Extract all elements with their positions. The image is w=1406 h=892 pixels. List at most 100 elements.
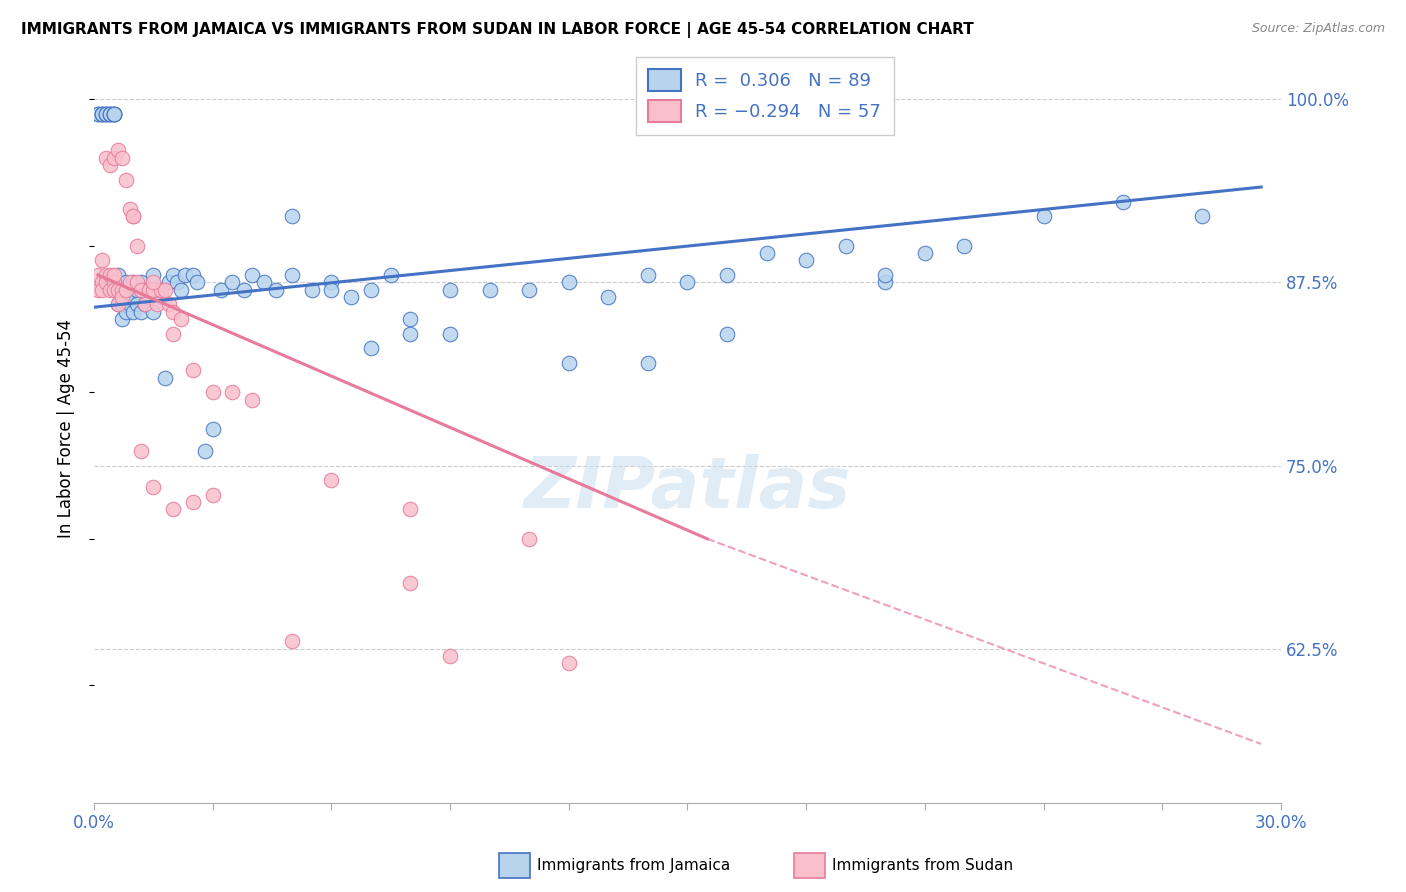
Point <box>233 283 256 297</box>
Point <box>281 634 304 648</box>
Point <box>103 275 125 289</box>
Point <box>914 246 936 260</box>
Point <box>127 283 149 297</box>
Point <box>146 297 169 311</box>
Point <box>90 107 112 121</box>
Point <box>360 341 382 355</box>
Point <box>94 107 117 121</box>
Point <box>186 275 208 289</box>
Point <box>107 283 129 297</box>
Text: Source: ZipAtlas.com: Source: ZipAtlas.com <box>1251 22 1385 36</box>
Point <box>162 304 184 318</box>
Point <box>127 275 149 289</box>
Point <box>134 297 156 311</box>
Point <box>103 107 125 121</box>
Point <box>131 283 153 297</box>
Point <box>281 210 304 224</box>
Point <box>399 312 422 326</box>
Point <box>201 488 224 502</box>
Point <box>1032 210 1054 224</box>
Point <box>98 158 121 172</box>
Point <box>127 238 149 252</box>
Point <box>94 151 117 165</box>
Point <box>281 268 304 282</box>
Point <box>122 304 145 318</box>
Point <box>90 107 112 121</box>
Point <box>107 297 129 311</box>
Point <box>114 172 136 186</box>
Point <box>114 290 136 304</box>
Legend: R =  0.306   N = 89, R = −0.294   N = 57: R = 0.306 N = 89, R = −0.294 N = 57 <box>636 57 894 135</box>
Point <box>107 297 129 311</box>
Point <box>114 275 136 289</box>
Point <box>122 275 145 289</box>
Point <box>107 283 129 297</box>
Point <box>439 283 461 297</box>
Point <box>122 290 145 304</box>
Point <box>157 275 180 289</box>
Point <box>98 268 121 282</box>
Point <box>201 385 224 400</box>
Point <box>107 268 129 282</box>
Point <box>142 268 165 282</box>
Text: ZIPatlas: ZIPatlas <box>524 454 851 524</box>
Point <box>98 107 121 121</box>
Point <box>118 275 141 289</box>
Point <box>162 502 184 516</box>
Point <box>399 575 422 590</box>
Point <box>181 495 204 509</box>
Point <box>360 283 382 297</box>
Point <box>380 268 402 282</box>
Point <box>98 107 121 121</box>
Point <box>146 283 169 297</box>
Point <box>134 297 156 311</box>
Point <box>1111 194 1133 209</box>
Point <box>142 275 165 289</box>
Point <box>90 107 112 121</box>
Point <box>153 370 176 384</box>
Point <box>111 290 134 304</box>
Point <box>162 326 184 341</box>
Point <box>131 275 153 289</box>
Point <box>134 283 156 297</box>
Point <box>111 151 134 165</box>
Point <box>517 532 540 546</box>
Point <box>181 268 204 282</box>
Point <box>794 253 817 268</box>
Point <box>98 283 121 297</box>
Point <box>253 275 276 289</box>
Point <box>558 356 581 370</box>
Point <box>166 275 188 289</box>
Point <box>107 144 129 158</box>
Y-axis label: In Labor Force | Age 45-54: In Labor Force | Age 45-54 <box>58 319 75 539</box>
Point <box>755 246 778 260</box>
Point <box>637 268 659 282</box>
Point <box>321 473 343 487</box>
Point <box>142 481 165 495</box>
Point <box>94 107 117 121</box>
Point <box>953 238 976 252</box>
Point <box>87 268 110 282</box>
Point <box>131 443 153 458</box>
Point <box>150 290 173 304</box>
Text: IMMIGRANTS FROM JAMAICA VS IMMIGRANTS FROM SUDAN IN LABOR FORCE | AGE 45-54 CORR: IMMIGRANTS FROM JAMAICA VS IMMIGRANTS FR… <box>21 22 974 38</box>
Point <box>111 283 134 297</box>
Point <box>637 356 659 370</box>
Point <box>439 648 461 663</box>
Point <box>142 283 165 297</box>
Point <box>87 107 110 121</box>
Point <box>321 275 343 289</box>
Point <box>875 268 897 282</box>
Point <box>111 283 134 297</box>
Point <box>676 275 699 289</box>
Point <box>122 210 145 224</box>
Point <box>118 283 141 297</box>
Point <box>142 304 165 318</box>
Point <box>240 392 263 407</box>
Point <box>90 283 112 297</box>
Point <box>127 297 149 311</box>
Point <box>111 297 134 311</box>
Point <box>94 107 117 121</box>
Point <box>122 210 145 224</box>
Point <box>103 107 125 121</box>
